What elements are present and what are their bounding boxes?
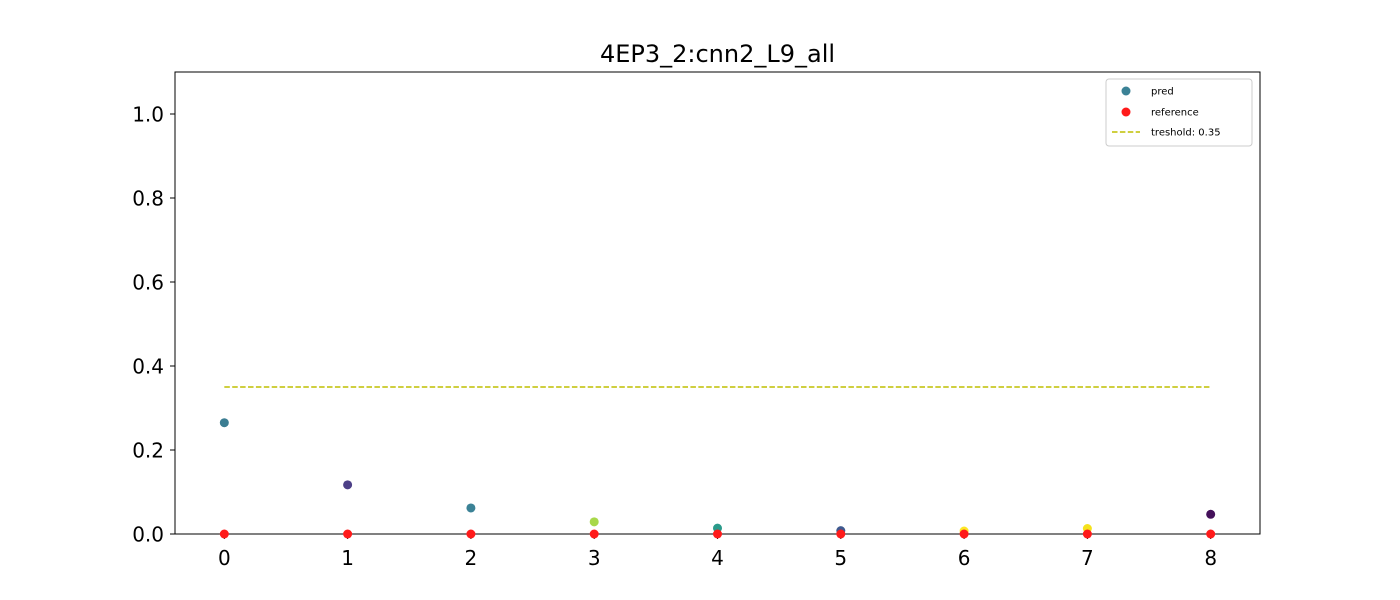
y-tick-label: 0.6 [132,271,164,295]
y-tick-label: 0.2 [132,439,164,463]
y-tick-label: 0.4 [132,355,164,379]
y-tick-label: 1.0 [132,103,164,127]
data-point-pred [589,517,599,527]
data-point-reference [836,529,846,539]
data-point-reference [466,529,476,539]
y-tick-label: 0.0 [132,523,164,547]
points-layer [219,418,1216,539]
y-axis: 0.0 0.2 0.4 0.6 0.8 1.0 [132,103,175,547]
data-point-pred [219,418,229,428]
x-tick-label: 7 [1081,546,1094,570]
x-tick-label: 2 [465,546,478,570]
legend-label-reference: reference [1151,108,1199,119]
data-point-reference [959,529,969,539]
data-point-pred [343,480,353,490]
legend-box [1105,78,1253,147]
chart-title: 4EP3_2:cnn2_L9_all [600,40,835,68]
x-tick-label: 5 [834,546,847,570]
x-tick-label: 1 [341,546,354,570]
data-point-pred [466,503,476,513]
legend-label-pred: pred [1151,87,1174,98]
data-point-reference [1082,529,1092,539]
x-axis: 0 1 2 3 4 5 6 7 8 [218,534,1217,570]
legend: pred reference treshold: 0.35 [1105,78,1253,147]
x-tick-label: 4 [711,546,724,570]
data-point-pred [1206,509,1216,519]
data-point-reference [343,529,353,539]
data-point-reference [589,529,599,539]
x-tick-label: 3 [588,546,601,570]
data-point-reference [713,529,722,539]
legend-marker-reference [1121,107,1131,117]
y-tick-label: 0.8 [132,187,164,211]
data-point-reference [1206,529,1216,539]
x-tick-label: 8 [1204,546,1217,570]
x-tick-label: 0 [218,546,231,570]
legend-marker-pred [1121,86,1131,96]
x-tick-label: 6 [958,546,971,570]
data-point-reference [219,529,229,539]
legend-label-threshold: treshold: 0.35 [1151,128,1221,139]
